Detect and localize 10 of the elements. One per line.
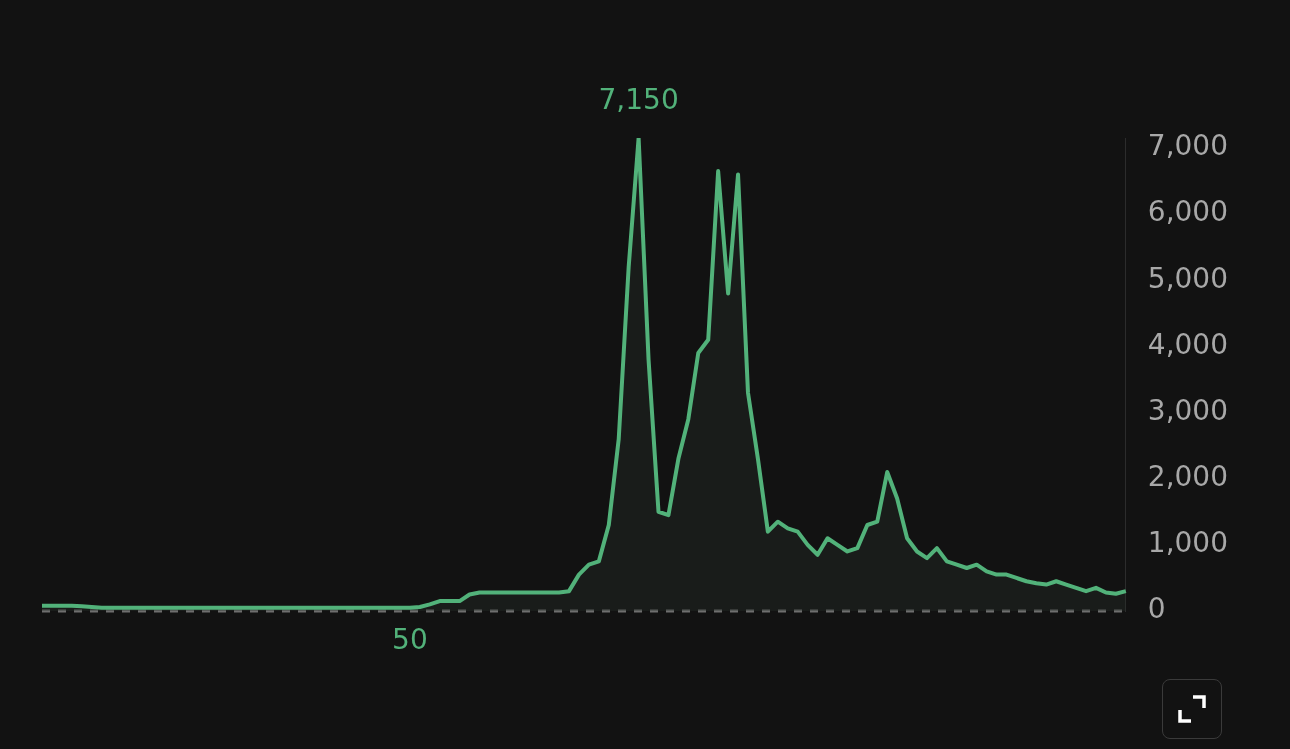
y-tick-label: 2,000 [1147, 459, 1229, 493]
y-tick-label: 3,000 [1147, 393, 1229, 427]
y-tick-label: 7,000 [1147, 129, 1229, 163]
data-label: 7,150 [598, 83, 679, 117]
data-label: 50 [392, 622, 428, 656]
y-tick-label: 1,000 [1147, 526, 1229, 560]
y-tick-label: 0 [1147, 592, 1166, 626]
y-tick-label: 5,000 [1147, 261, 1229, 295]
y-tick-label: 6,000 [1147, 195, 1229, 229]
y-tick-label: 4,000 [1147, 327, 1229, 361]
